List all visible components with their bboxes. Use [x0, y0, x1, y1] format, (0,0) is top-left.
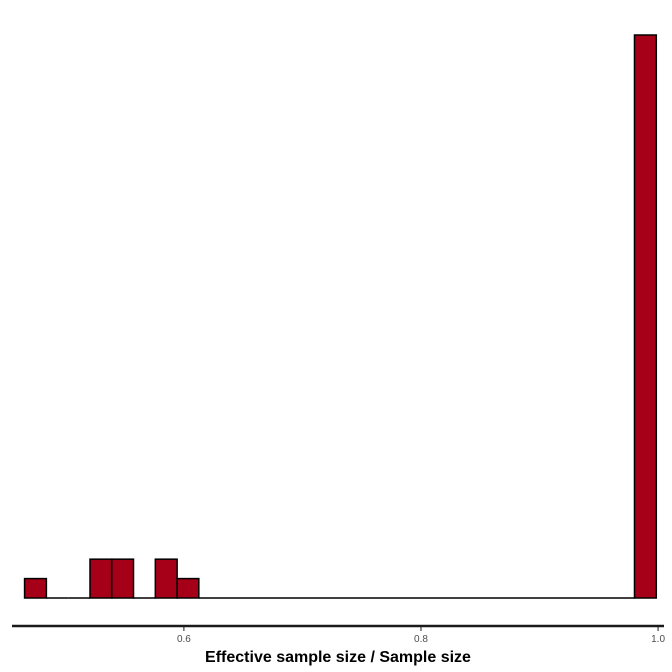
- histogram-bar: [633, 34, 658, 599]
- x-axis-title: Effective sample size / Sample size: [205, 649, 471, 666]
- histogram-bar: [110, 558, 135, 599]
- histogram-bar: [23, 577, 48, 599]
- x-tick-label: 0.8: [414, 634, 428, 645]
- x-ticks-group: 0.6 0.8 1.0: [177, 626, 665, 645]
- bars-group: [23, 34, 658, 599]
- x-tick-label: 1.0: [651, 634, 665, 645]
- histogram-bar: [154, 558, 178, 599]
- x-tick-label: 0.6: [177, 634, 191, 645]
- histogram-bar: [176, 577, 200, 599]
- histogram-bar: [89, 558, 113, 599]
